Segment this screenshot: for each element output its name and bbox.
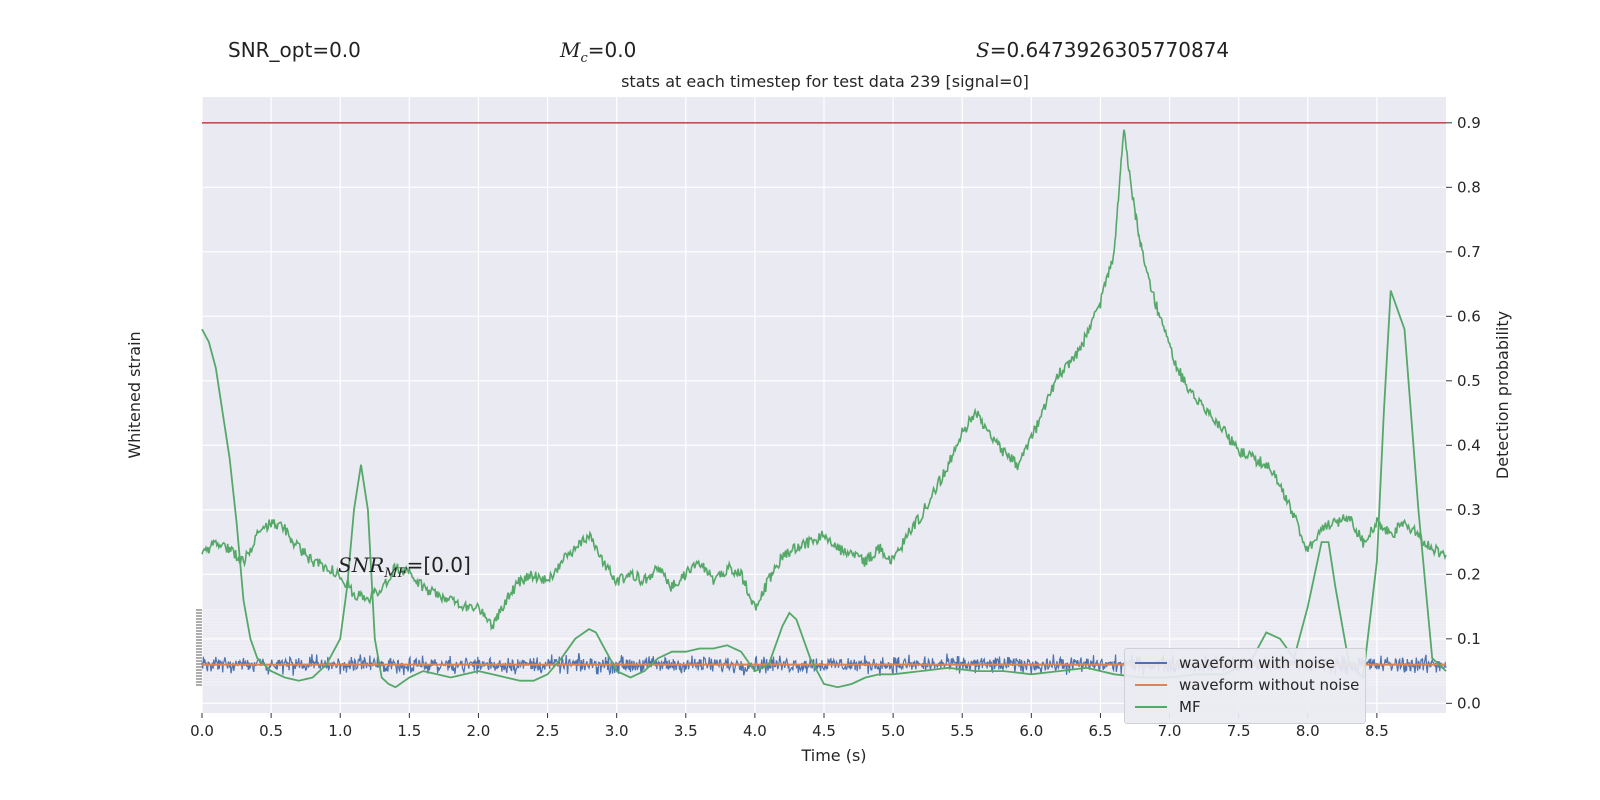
y-tick-label: 0.3 bbox=[1457, 501, 1481, 519]
x-tick-labels: 0.0 0.5 1.0 1.5 2.0 2.5 3.0 3.5 4.0 4.5 5.0 5.5 6.0 6… bbox=[190, 713, 1389, 740]
legend-swatch-noise bbox=[1135, 662, 1167, 664]
x-tick-label: 4.5 bbox=[812, 722, 836, 740]
y-tick-labels: 0.0 0.1 0.2 0.3 0.4 0.5 0.6 0.7 0.8 0.9 bbox=[1446, 114, 1481, 712]
legend-item-mf: MF bbox=[1135, 696, 1201, 718]
mc-subscript: c bbox=[580, 51, 588, 66]
snr-opt-label: SNR_opt=0.0 bbox=[228, 38, 361, 62]
y-axis-label-left: Whitened strain bbox=[125, 331, 144, 458]
x-tick-label: 5.0 bbox=[881, 722, 905, 740]
x-tick-label: 4.0 bbox=[743, 722, 767, 740]
legend-label-clean: waveform without noise bbox=[1179, 676, 1360, 694]
y-tick-label: 0.9 bbox=[1457, 114, 1481, 132]
x-tick-label: 0.5 bbox=[259, 722, 283, 740]
legend-label-noise: waveform with noise bbox=[1179, 654, 1335, 672]
x-tick-label: 8.5 bbox=[1365, 722, 1389, 740]
y-tick-label: 0.5 bbox=[1457, 372, 1481, 390]
s-stat-label: S=0.6473926305770874 bbox=[976, 38, 1229, 62]
x-tick-label: 5.5 bbox=[950, 722, 974, 740]
x-axis-label: Time (s) bbox=[800, 746, 866, 765]
x-tick-label: 2.0 bbox=[467, 722, 491, 740]
x-tick-label: 3.0 bbox=[605, 722, 629, 740]
snr-mf-symbol: SNR bbox=[338, 553, 385, 577]
x-tick-label: 1.5 bbox=[397, 722, 421, 740]
x-tick-label: 3.5 bbox=[674, 722, 698, 740]
y-tick-label: 0.6 bbox=[1457, 307, 1481, 325]
x-tick-label: 2.5 bbox=[536, 722, 560, 740]
chart-title: stats at each timestep for test data 239… bbox=[621, 72, 1029, 91]
y-tick-label: 0.1 bbox=[1457, 630, 1481, 648]
legend: waveform with noise waveform without noi… bbox=[1124, 648, 1366, 724]
mc-symbol: M bbox=[560, 38, 581, 62]
mf-line bbox=[201, 290, 1447, 689]
x-tick-label: 6.0 bbox=[1019, 722, 1043, 740]
y-tick-label: 0.8 bbox=[1457, 178, 1481, 196]
legend-swatch-mf bbox=[1135, 706, 1167, 708]
y-tick-label: 0.2 bbox=[1457, 565, 1481, 583]
x-tick-label: 6.5 bbox=[1089, 722, 1113, 740]
y-tick-label: 0.4 bbox=[1457, 436, 1481, 454]
y-tick-label: 0.0 bbox=[1457, 694, 1481, 712]
snr-mf-subscript: MF bbox=[384, 566, 407, 581]
chirp-mass-label: Mc=0.0 bbox=[560, 38, 636, 66]
legend-swatch-clean bbox=[1135, 684, 1167, 686]
y-tick-label: 0.7 bbox=[1457, 243, 1481, 261]
x-tick-label: 8.0 bbox=[1296, 722, 1320, 740]
s-symbol: S bbox=[976, 38, 990, 62]
legend-label-mf: MF bbox=[1179, 698, 1201, 716]
x-tick-label: 7.5 bbox=[1227, 722, 1251, 740]
snr-mf-value: =[0.0] bbox=[406, 553, 471, 577]
x-tick-label: 0.0 bbox=[190, 722, 214, 740]
snr-mf-annotation: SNRMF=[0.0] bbox=[338, 553, 471, 581]
s-value: =0.6473926305770874 bbox=[989, 38, 1230, 62]
legend-item-clean: waveform without noise bbox=[1135, 674, 1359, 696]
legend-item-noise: waveform with noise bbox=[1135, 652, 1335, 674]
x-tick-label: 1.0 bbox=[328, 722, 352, 740]
y-axis-label-right: Detection probability bbox=[1493, 311, 1512, 479]
x-tick-label: 7.0 bbox=[1158, 722, 1182, 740]
mc-value: =0.0 bbox=[587, 38, 637, 62]
detection-probability-line bbox=[201, 129, 1447, 632]
